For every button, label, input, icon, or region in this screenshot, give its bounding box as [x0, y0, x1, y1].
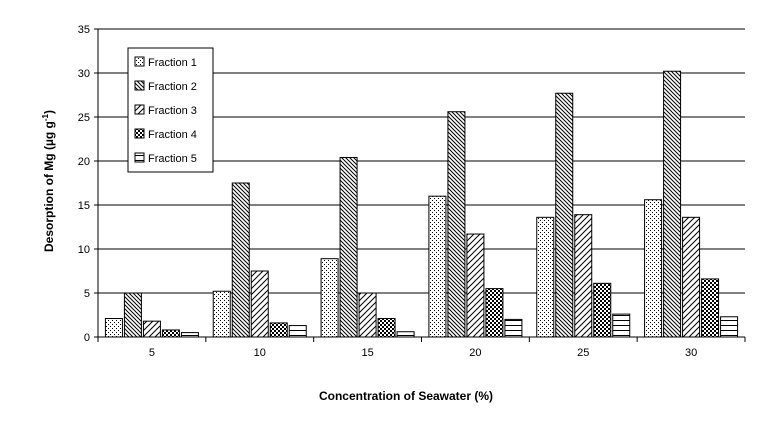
bar-fraction-3-5 [142, 320, 161, 338]
bar-fraction-4-25 [593, 282, 612, 338]
y-axis-title-main: Desorption of Mg (µg g [42, 121, 56, 252]
bar-fraction-1-10 [212, 290, 231, 338]
x-axis-title: Concentration of Seawater (%) [319, 389, 493, 403]
y-axis-title: Desorption of Mg (µg g-1) [41, 110, 56, 252]
y-tick-label: 15 [78, 200, 90, 212]
legend-swatch-fraction-3 [134, 104, 145, 115]
bar-fraction-2-15 [339, 156, 358, 338]
bar-fraction-5-20 [504, 318, 523, 338]
x-tick-label: 10 [254, 347, 266, 359]
bar-fraction-2-10 [231, 182, 250, 338]
legend-label-fraction-4: Fraction 4 [148, 129, 197, 141]
bar-fraction-2-20 [447, 111, 466, 338]
bar-fraction-5-30 [720, 316, 739, 338]
legend-label-fraction-5: Fraction 5 [148, 153, 197, 165]
bar-fraction-4-30 [701, 278, 720, 338]
tick-labels: 0 5 10 15 20 25 30 35 5 10 15 20 25 30 [78, 24, 697, 359]
bar-fraction-5-5 [180, 332, 199, 338]
legend-swatch-fraction-2 [134, 80, 145, 91]
y-tick-label: 20 [78, 156, 90, 168]
bar-fraction-3-20 [466, 233, 485, 338]
legend-label-fraction-1: Fraction 1 [148, 57, 197, 69]
bar-fraction-4-20 [485, 288, 504, 338]
bar-fraction-3-15 [358, 292, 377, 338]
y-axis-title-tail: ) [42, 110, 56, 114]
legend-swatch-fraction-5 [134, 152, 145, 163]
bar-fraction-3-10 [250, 270, 269, 338]
bar-fraction-3-30 [682, 216, 701, 338]
axes [94, 28, 746, 342]
bar-fraction-2-25 [555, 92, 574, 338]
x-tick-label: 15 [361, 347, 373, 359]
legend-label-fraction-3: Fraction 3 [148, 105, 197, 117]
bar-fraction-2-30 [663, 70, 682, 338]
legend: Fraction 1 Fraction 2 Fraction 3 Fraction 4… [127, 47, 214, 173]
bar-fraction-2-5 [123, 292, 142, 338]
legend-label-fraction-2: Fraction 2 [148, 81, 197, 93]
bar-fraction-3-25 [574, 214, 593, 338]
y-tick-label: 10 [78, 244, 90, 256]
x-tick-label: 5 [149, 347, 155, 359]
bar-fraction-4-10 [269, 322, 288, 338]
legend-swatch-fraction-1 [134, 56, 145, 67]
legend-box [127, 47, 214, 173]
y-axis-title-sup: -1 [41, 113, 50, 121]
x-tick-label: 30 [685, 347, 697, 359]
bar-fraction-1-20 [428, 195, 447, 338]
bar-fraction-1-30 [644, 199, 663, 338]
bar-fraction-4-15 [377, 318, 396, 338]
bar-fraction-1-25 [536, 216, 555, 338]
y-tick-label: 35 [78, 24, 90, 36]
y-tick-label: 25 [78, 112, 90, 124]
bar-fraction-1-5 [104, 318, 123, 338]
y-tick-label: 0 [84, 332, 90, 344]
x-tick-label: 25 [577, 347, 589, 359]
bar-fraction-4-5 [161, 329, 180, 338]
bars [104, 70, 739, 338]
y-tick-label: 30 [78, 68, 90, 80]
bar-fraction-5-10 [288, 325, 307, 338]
legend-swatch-fraction-4 [134, 128, 145, 139]
bar-fraction-5-15 [396, 331, 415, 338]
y-tick-label: 5 [84, 288, 90, 300]
bar-fraction-5-25 [612, 313, 631, 338]
x-tick-label: 20 [469, 347, 481, 359]
bar-fraction-1-15 [320, 258, 339, 338]
